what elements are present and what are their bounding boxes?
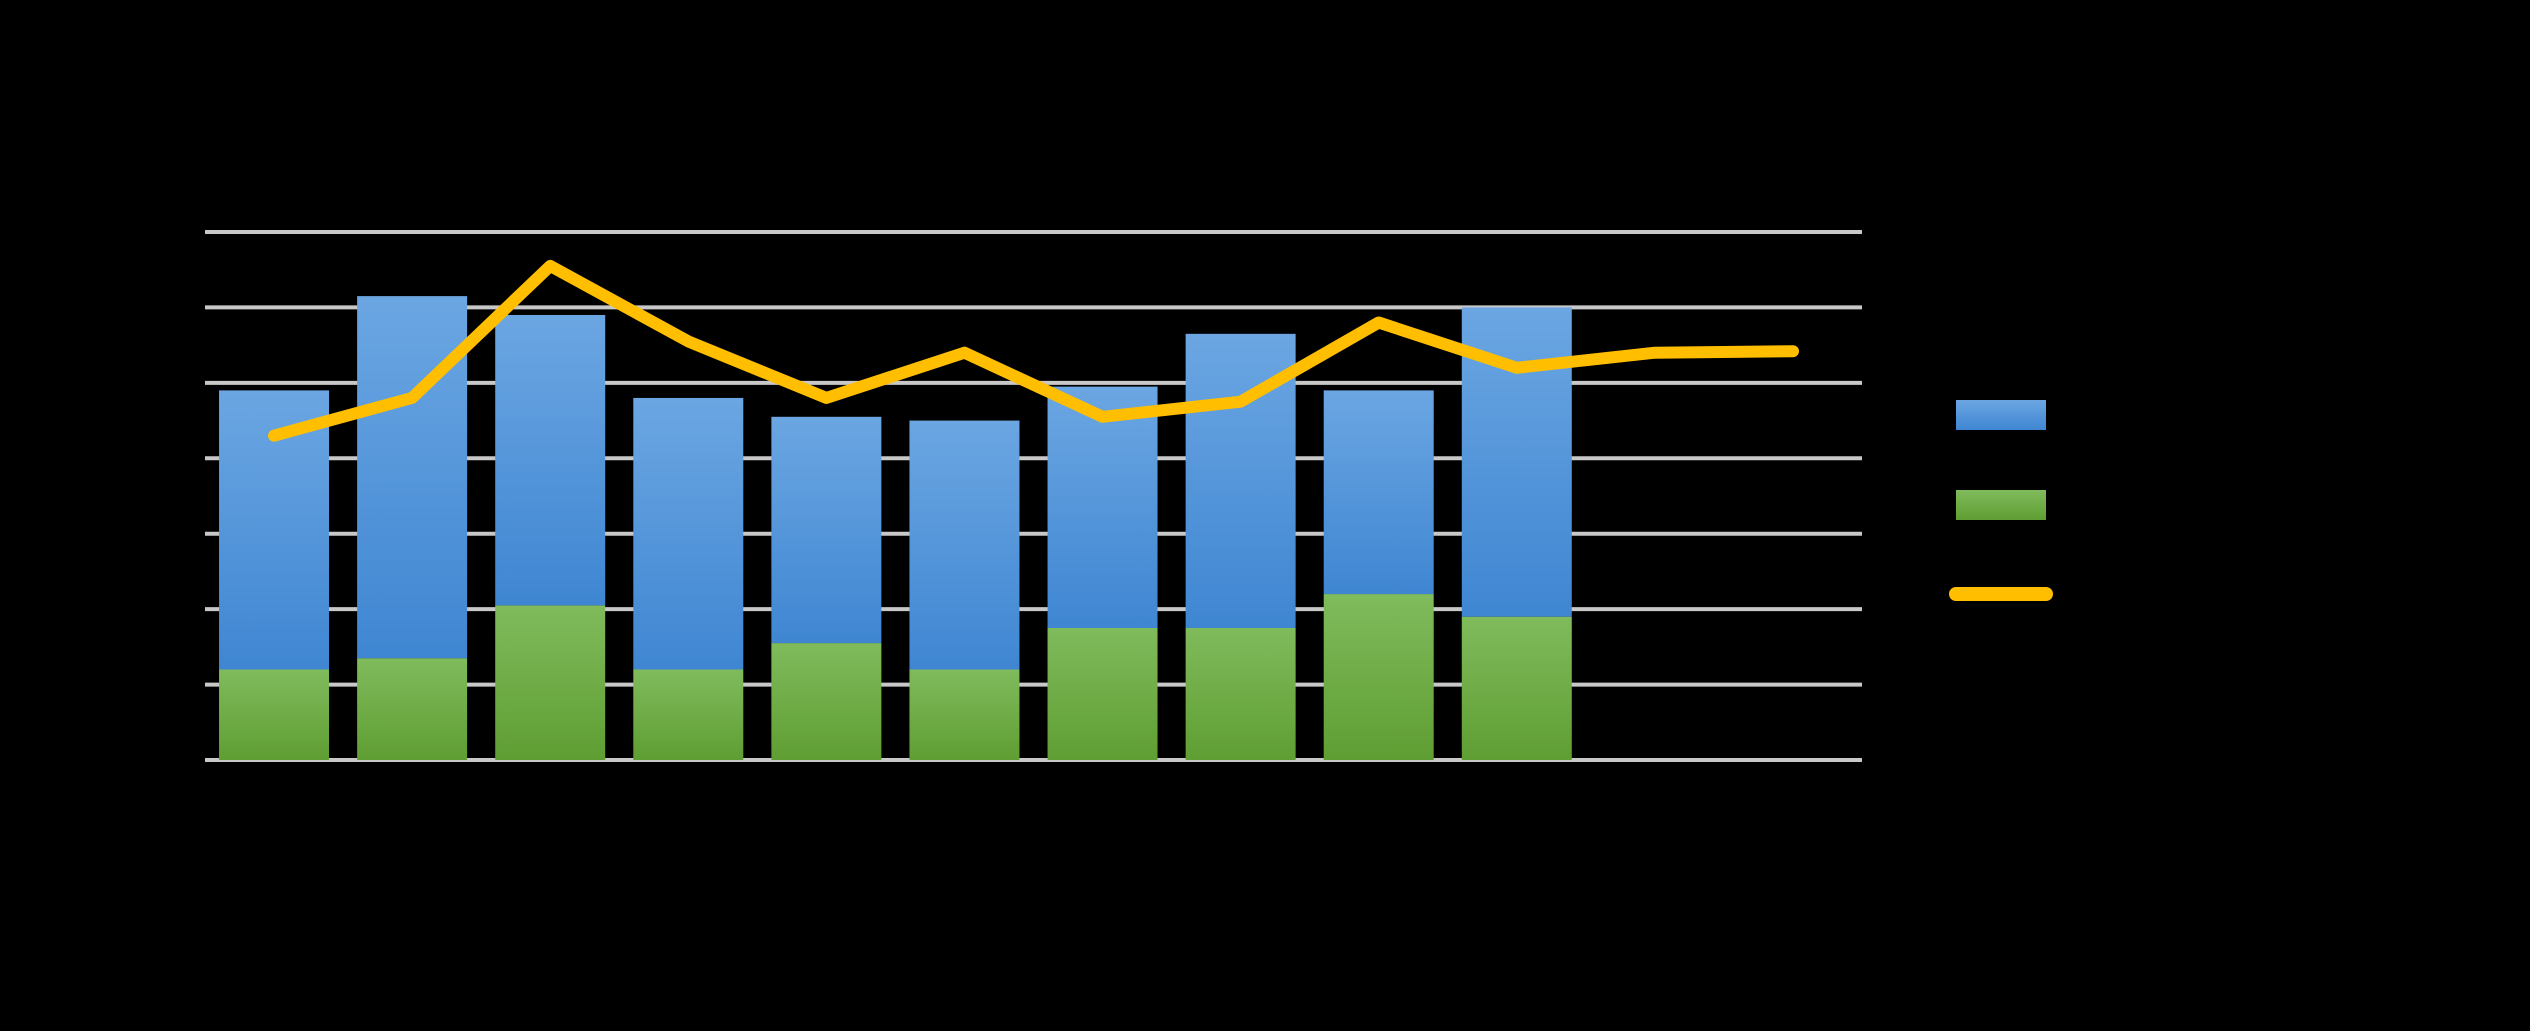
- bar-green: [357, 658, 468, 760]
- bar-green: [1047, 628, 1158, 760]
- bar-green: [495, 605, 606, 760]
- bar-green: [1323, 594, 1434, 760]
- line-series: [268, 259, 1799, 442]
- bar-green: [1461, 616, 1572, 760]
- bar-blue: [1323, 390, 1434, 595]
- legend-swatch-green: [1956, 490, 2046, 520]
- bar-green: [219, 669, 330, 760]
- bar-green: [1185, 628, 1296, 760]
- bar-blue: [633, 397, 744, 670]
- legend-swatch-blue: [1956, 400, 2046, 430]
- bar-blue: [357, 296, 468, 659]
- bar-green: [909, 669, 1020, 760]
- bar-blue: [909, 420, 1020, 670]
- bar-green: [633, 669, 744, 760]
- bar-series: [219, 296, 1572, 760]
- legend: [1949, 400, 2053, 601]
- bar-green: [771, 643, 882, 760]
- bar-blue: [1047, 386, 1158, 628]
- line-series-path: [268, 259, 1799, 442]
- bar-blue: [771, 416, 882, 644]
- bar-blue: [495, 314, 606, 606]
